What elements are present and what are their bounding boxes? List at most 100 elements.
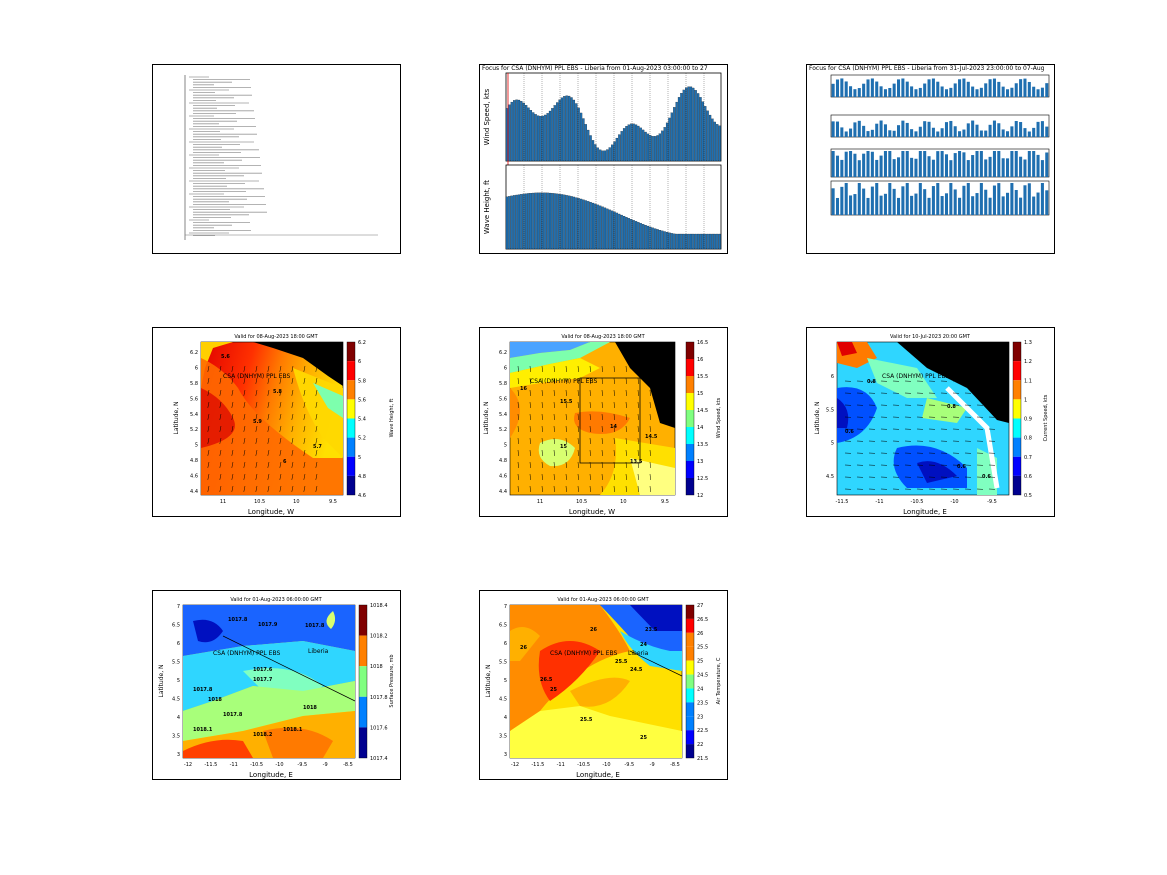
current-xticks: -11.5 -11 -10.5 -10 -9.5: [836, 499, 997, 505]
vector-arrow: [625, 449, 627, 456]
vector-arrow: [207, 389, 210, 396]
wind-speed-bar: [565, 95, 568, 162]
vector-arrow: [303, 401, 306, 408]
vector-arrow: [637, 377, 639, 384]
met-bar: [1040, 121, 1044, 137]
wave-height-bar: [603, 207, 607, 250]
vector-arrow: [517, 389, 519, 396]
wind-speed-bar: [699, 97, 702, 162]
wave-height-bar: [687, 233, 690, 250]
wind-speed-bar: [622, 128, 626, 162]
colorbar-tick-label: 6.2: [358, 340, 366, 346]
met-bar: [862, 153, 866, 177]
vector-arrow: [255, 413, 258, 420]
wind-speed-bar: [560, 97, 564, 162]
vector-arrow: [291, 461, 294, 468]
wave-height-bar: [529, 193, 533, 250]
met-bar: [1019, 156, 1023, 177]
vector-arrow: [267, 389, 270, 396]
y-tick-label: 4.8: [499, 458, 507, 464]
summary-panel: [152, 64, 401, 254]
vector-arrow: [517, 425, 519, 432]
wave-height-bar: [525, 193, 528, 250]
colorbar-tick-label: 1017.4: [370, 756, 388, 762]
met-bar: [944, 89, 949, 97]
vector-arrow: [517, 449, 519, 456]
vector-arrow: [553, 449, 555, 456]
wave-height-bar: [625, 217, 628, 250]
y-tick-label: 6: [177, 641, 180, 647]
wave-height-bar: [536, 192, 540, 250]
wind-speed-bar: [706, 110, 709, 162]
vector-arrow: [291, 365, 294, 372]
pressure-map: Valid for 01-Aug-2023 06:00:00 GMT CSA (…: [158, 597, 395, 779]
wave-height-bar: [594, 203, 597, 250]
vector-arrow: [541, 437, 543, 444]
wave-height-bar: [546, 192, 549, 250]
contour-label: 0.6: [982, 474, 991, 480]
met-bar: [879, 86, 883, 97]
vector-arrow: [577, 425, 579, 432]
pressure-yticks: 7 6.5 6 5.5 5 4.5 4 3.5 3: [172, 604, 180, 758]
vector-arrow: [231, 413, 234, 420]
vector-arrow: [553, 461, 555, 468]
wave-height-bar: [642, 224, 645, 250]
met-bar: [988, 124, 992, 137]
y-tick-label: 4.4: [499, 489, 507, 495]
contour-label: 0.6: [957, 464, 966, 470]
met-bar: [966, 160, 970, 177]
met-bar: [1032, 127, 1036, 137]
wind-speed-bar: [689, 86, 693, 162]
met-bar: [984, 159, 988, 177]
contour-label: 26.5: [540, 677, 553, 683]
colorbar-segment: [1013, 456, 1021, 476]
vector-arrow: [243, 401, 246, 408]
colorbar-segment: [686, 646, 694, 661]
met-bar: [910, 157, 914, 177]
y-tick-label: 4.5: [826, 474, 834, 480]
temp-ylabel: Latitude, N: [485, 665, 492, 698]
colorbar-tick-label: 25: [697, 659, 703, 665]
wind-speed-bar: [601, 150, 604, 162]
colorbar-frame: [1012, 341, 1022, 496]
vector-arrow: [291, 449, 294, 456]
met-title: Focus for CSA (DNHYM) PPL EBS - Liberia …: [809, 65, 1045, 72]
met-bar: [1040, 183, 1044, 215]
vector-arrow: [303, 461, 306, 468]
vector-arrow: [231, 485, 234, 492]
wave-xlabel: Longitude, W: [248, 508, 294, 516]
vector-arrow: [255, 389, 258, 396]
vector-arrow: [589, 413, 591, 420]
pressure-xlabel: Longitude, E: [249, 771, 293, 779]
air-temp-map: Valid for 01-Aug-2023 06:00:00 GMT CSA (…: [485, 597, 722, 779]
y-tick-label: 4.4: [190, 489, 198, 495]
pressure-map-panel: Valid for 01-Aug-2023 06:00:00 GMT CSA (…: [152, 590, 401, 780]
wave-height-bar: [620, 214, 623, 250]
colorbar-segment: [686, 730, 694, 745]
met-bar: [923, 189, 927, 215]
wind-ylabel: Latitude, N: [483, 402, 490, 435]
wind-speed-bar: [708, 114, 712, 162]
contour-label: 13.5: [630, 459, 643, 465]
wind-speed-bar: [527, 107, 530, 162]
wave-ylabel: Latitude, N: [173, 402, 180, 435]
colorbar-tick-label: 1017.8: [370, 695, 388, 701]
contour-label: 6: [283, 459, 287, 465]
met-bar: [844, 151, 848, 177]
wave-height-bar: [505, 196, 509, 250]
contour-label: 1018: [208, 697, 222, 703]
met-bar: [1027, 183, 1031, 215]
wave-height-bar: [656, 229, 659, 250]
wind-speed-bar: [637, 125, 640, 162]
pressure-colorbar: 1018.4 1018.2 1018 1017.8 1017.6 1017.4: [358, 603, 388, 762]
met-bar: [1010, 126, 1014, 137]
wind-wave-title: Focus for CSA (DNHYM) PPL EBS - Liberia …: [482, 65, 708, 72]
met-bar: [1036, 154, 1040, 177]
wave-height-bar: [639, 223, 642, 250]
vector-arrow: [601, 449, 603, 456]
x-tick-label: 10: [293, 499, 299, 505]
x-tick-label: -11: [875, 499, 883, 505]
wave-height-bar: [618, 213, 621, 250]
pressure-place-label: Liberia: [308, 648, 329, 655]
met-bar: [923, 151, 927, 177]
